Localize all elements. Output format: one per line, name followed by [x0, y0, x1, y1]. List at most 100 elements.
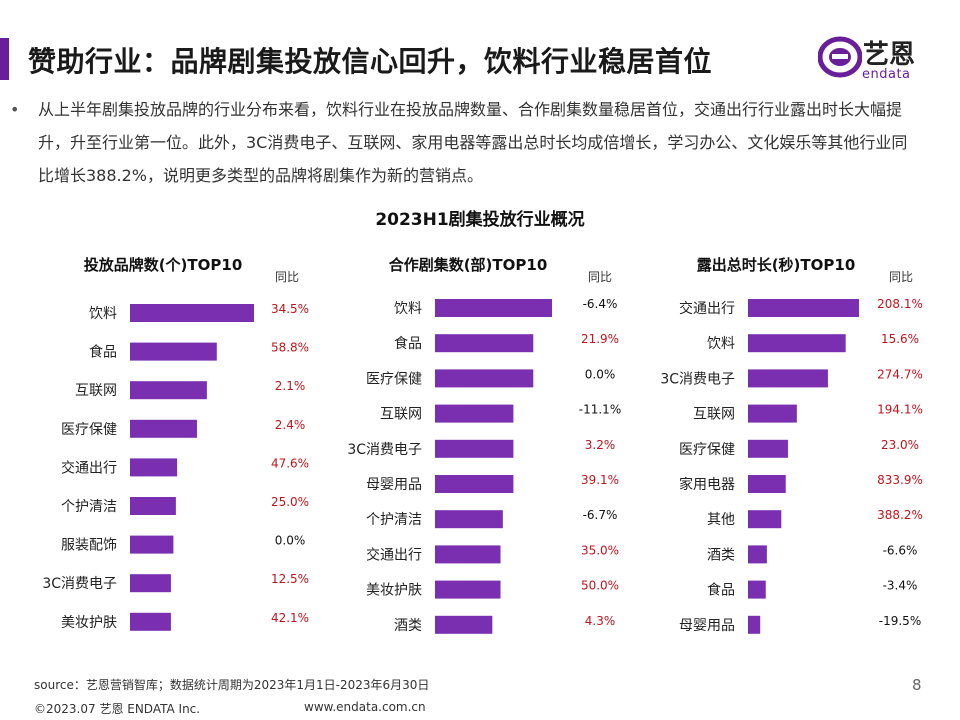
category-label: 酒类 [707, 547, 735, 563]
bar [435, 475, 514, 493]
bar [435, 510, 503, 529]
category-label: 其他 [707, 512, 735, 528]
yoy-value: 58.8% [271, 341, 309, 355]
yoy-value: 50.0% [581, 579, 619, 593]
yoy-value: 2.1% [275, 379, 306, 393]
category-label: 个护清洁 [61, 499, 117, 515]
bar [748, 475, 786, 493]
yoy-value: 2.4% [275, 418, 306, 432]
yoy-value: 47.6% [271, 456, 309, 470]
bar [435, 439, 514, 458]
bar [748, 580, 766, 599]
yoy-value: 42.1% [271, 611, 309, 625]
bar [130, 458, 178, 477]
bar [130, 574, 171, 593]
logo-text-en: endata [862, 67, 911, 82]
bar [130, 342, 217, 361]
bar [748, 615, 761, 634]
category-label: 3C消费电子 [660, 371, 735, 387]
bar [435, 334, 534, 353]
yoy-value: 388.2% [877, 508, 923, 522]
endata-logo-icon [817, 36, 863, 78]
endata-logo: 艺恩 endata [817, 34, 938, 86]
yoy-value: -6.7% [583, 508, 618, 522]
yoy-value: 34.5% [271, 302, 309, 316]
bar [130, 535, 174, 554]
yoy-value: 35.0% [581, 543, 619, 557]
bar [435, 580, 501, 599]
bar [748, 439, 788, 458]
category-label: 交通出行 [679, 300, 735, 317]
category-label: 服装配饰 [61, 538, 117, 554]
chart-title: 2023H1剧集投放行业概况 [375, 210, 585, 230]
panel-3-yoy-label: 同比 [889, 270, 913, 284]
category-label: 饮料 [394, 301, 422, 317]
yoy-value: 3.2% [585, 438, 616, 452]
yoy-value: 0.0% [585, 367, 616, 381]
bar [748, 404, 797, 423]
yoy-value: 833.9% [877, 473, 923, 487]
bar [748, 510, 782, 529]
category-label: 母婴用品 [679, 618, 735, 634]
bar [130, 419, 197, 438]
category-label: 医疗保健 [366, 371, 422, 387]
panel-1-yoy-label: 同比 [275, 270, 299, 284]
footer-url[interactable]: www.endata.com.cn [304, 700, 426, 714]
bar [435, 545, 501, 564]
bar [130, 612, 171, 631]
yoy-value: 39.1% [581, 473, 619, 487]
panel-2-title: 合作剧集数(部)TOP10 [388, 256, 548, 274]
category-label: 饮料 [89, 306, 117, 322]
bar [748, 299, 859, 317]
bar [435, 615, 493, 634]
title-accent-bar [0, 38, 9, 80]
category-label: 3C消费电子 [347, 442, 422, 458]
yoy-value: 15.6% [881, 332, 919, 346]
bar [435, 299, 552, 317]
yoy-value: -6.4% [583, 297, 618, 311]
yoy-value: 23.8% [271, 649, 309, 650]
yoy-value: -11.1% [579, 403, 621, 417]
bar [748, 369, 828, 388]
category-label: 个护清洁 [366, 512, 422, 528]
yoy-value: 23.0% [881, 438, 919, 452]
footer-source: source：艺恩营销智库；数据统计周期为2023年1月1日-2023年6月30… [34, 678, 430, 692]
logo-text-cn: 艺恩 [863, 40, 916, 70]
category-label: 医疗保健 [61, 422, 117, 438]
category-label: 饮料 [707, 336, 735, 352]
panel-1-title: 投放品牌数(个)TOP10 [84, 256, 243, 274]
category-label: 食品 [707, 582, 735, 599]
yoy-value: 208.1% [877, 297, 923, 311]
category-label: 食品 [89, 344, 117, 361]
category-label: 互联网 [693, 407, 735, 423]
panel-2-yoy-label: 同比 [588, 270, 612, 284]
bar [435, 369, 534, 388]
panel-3-title: 露出总时长(秒)TOP10 [697, 256, 856, 274]
category-label: 美妆护肤 [61, 615, 117, 631]
bar [130, 381, 207, 400]
yoy-value: 274.7% [877, 367, 923, 381]
category-label: 3C消费电子 [42, 576, 117, 592]
yoy-value: -6.6% [883, 543, 918, 557]
category-label: 交通出行 [61, 459, 117, 476]
category-label: 医疗保健 [679, 442, 735, 458]
yoy-value: -3.4% [883, 579, 918, 593]
bar [748, 545, 767, 564]
page-number: 8 [912, 676, 922, 694]
category-label: 母婴用品 [366, 477, 422, 493]
bar [130, 304, 254, 322]
yoy-value: 21.9% [581, 332, 619, 346]
bar [130, 497, 176, 515]
category-label: 美妆护肤 [366, 583, 422, 599]
category-label: 食品 [394, 335, 422, 352]
bullet-icon: • [10, 100, 20, 119]
yoy-value: 0.0% [275, 534, 306, 548]
yoy-value: 194.1% [877, 403, 923, 417]
yoy-value: 12.5% [271, 572, 309, 586]
category-label: 交通出行 [366, 546, 422, 563]
bar [748, 334, 846, 353]
footer-copyright: ©2023.07 艺恩 ENDATA Inc. [34, 702, 201, 716]
category-label: 互联网 [380, 407, 422, 423]
intro-paragraph: 从上半年剧集投放品牌的行业分布来看，饮料行业在投放品牌数量、合作剧集数量稳居首位… [38, 100, 908, 185]
yoy-value: 4.3% [585, 614, 616, 628]
